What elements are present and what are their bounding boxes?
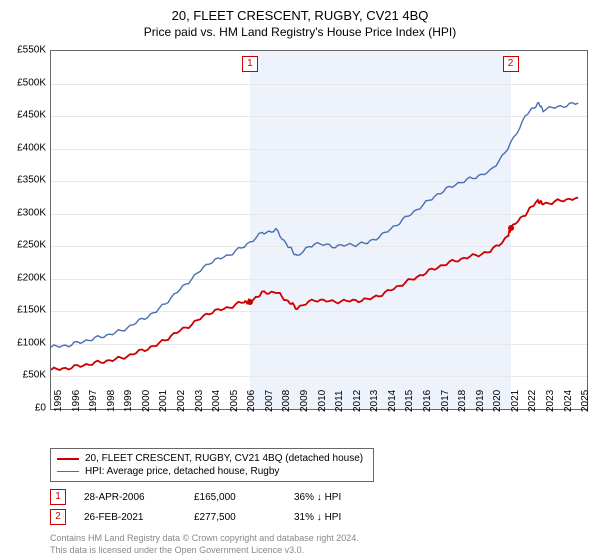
marker-box-2: 2 — [503, 56, 519, 72]
event-date: 26-FEB-2021 — [84, 512, 194, 523]
event-row: 2 26-FEB-2021£277,50031% ↓ HPI — [50, 507, 586, 527]
legend-row-property: 20, FLEET CRESCENT, RUGBY, CV21 4BQ (det… — [57, 452, 367, 465]
ytick-label: £350K — [17, 175, 46, 186]
xtick-label: 2006 — [246, 390, 257, 412]
ytick-label: £100K — [17, 337, 46, 348]
footer-line-2: This data is licensed under the Open Gov… — [50, 545, 586, 557]
xtick-label: 2002 — [176, 390, 187, 412]
legend-row-hpi: HPI: Average price, detached house, Rugb… — [57, 465, 367, 478]
ytick-label: £400K — [17, 142, 46, 153]
xtick-label: 2001 — [158, 390, 169, 412]
event-date: 28-APR-2006 — [84, 492, 194, 503]
ytick-label: £200K — [17, 272, 46, 283]
xtick-label: 2022 — [527, 390, 538, 412]
events-table: 1 28-APR-2006£165,00036% ↓ HPI 2 26-FEB-202… — [50, 487, 586, 527]
xtick-label: 1998 — [106, 390, 117, 412]
xtick-label: 2008 — [281, 390, 292, 412]
event-price: £165,000 — [194, 492, 294, 503]
xtick-label: 2010 — [317, 390, 328, 412]
xtick-label: 2013 — [369, 390, 380, 412]
legend-swatch-blue — [57, 471, 79, 472]
line-plot — [51, 51, 587, 409]
event-marker: 2 — [50, 509, 66, 525]
ytick-label: £500K — [17, 77, 46, 88]
footer-text: Contains HM Land Registry data © Crown c… — [50, 533, 586, 556]
series-hpi — [51, 103, 578, 348]
legend-label-hpi: HPI: Average price, detached house, Rugb… — [85, 466, 279, 477]
xtick-label: 2025 — [580, 390, 591, 412]
xtick-label: 1996 — [71, 390, 82, 412]
legend-area: 20, FLEET CRESCENT, RUGBY, CV21 4BQ (det… — [50, 448, 586, 556]
xtick-label: 2018 — [457, 390, 468, 412]
series-property — [51, 198, 578, 371]
xtick-label: 1999 — [123, 390, 134, 412]
xtick-label: 2014 — [387, 390, 398, 412]
event-price: £277,500 — [194, 512, 294, 523]
xtick-label: 2021 — [510, 390, 521, 412]
ytick-label: £150K — [17, 305, 46, 316]
ytick-label: £250K — [17, 240, 46, 251]
xtick-label: 2004 — [211, 390, 222, 412]
xtick-label: 2003 — [194, 390, 205, 412]
ytick-label: £450K — [17, 110, 46, 121]
ytick-label: £550K — [17, 45, 46, 56]
chart-title: 20, FLEET CRESCENT, RUGBY, CV21 4BQ — [0, 0, 600, 23]
xtick-label: 2015 — [404, 390, 415, 412]
xtick-label: 2007 — [264, 390, 275, 412]
event-marker: 1 — [50, 489, 66, 505]
xtick-label: 2012 — [352, 390, 363, 412]
legend-label-property: 20, FLEET CRESCENT, RUGBY, CV21 4BQ (det… — [85, 453, 363, 464]
ytick-label: £50K — [23, 370, 46, 381]
event-row: 1 28-APR-2006£165,00036% ↓ HPI — [50, 487, 586, 507]
legend-swatch-red — [57, 458, 79, 460]
legend-box: 20, FLEET CRESCENT, RUGBY, CV21 4BQ (det… — [50, 448, 374, 482]
xtick-label: 2020 — [492, 390, 503, 412]
xtick-label: 1995 — [53, 390, 64, 412]
xtick-label: 1997 — [88, 390, 99, 412]
xtick-label: 2019 — [475, 390, 486, 412]
xtick-label: 2024 — [563, 390, 574, 412]
event-pct: 36% ↓ HPI — [294, 492, 414, 503]
event-pct: 31% ↓ HPI — [294, 512, 414, 523]
xtick-label: 2009 — [299, 390, 310, 412]
xtick-label: 2000 — [141, 390, 152, 412]
footer-line-1: Contains HM Land Registry data © Crown c… — [50, 533, 586, 545]
chart-area: 12 £0£50K£100K£150K£200K£250K£300K£350K£… — [50, 50, 588, 410]
ytick-label: £300K — [17, 207, 46, 218]
marker-dot-1 — [247, 299, 253, 305]
ytick-label: £0 — [35, 403, 46, 414]
plot-border: 12 — [50, 50, 588, 410]
xtick-label: 2005 — [229, 390, 240, 412]
marker-box-1: 1 — [242, 56, 258, 72]
marker-dot-2 — [508, 225, 514, 231]
xtick-label: 2016 — [422, 390, 433, 412]
xtick-label: 2011 — [334, 390, 345, 412]
xtick-label: 2023 — [545, 390, 556, 412]
xtick-label: 2017 — [440, 390, 451, 412]
chart-subtitle: Price paid vs. HM Land Registry's House … — [0, 23, 600, 39]
